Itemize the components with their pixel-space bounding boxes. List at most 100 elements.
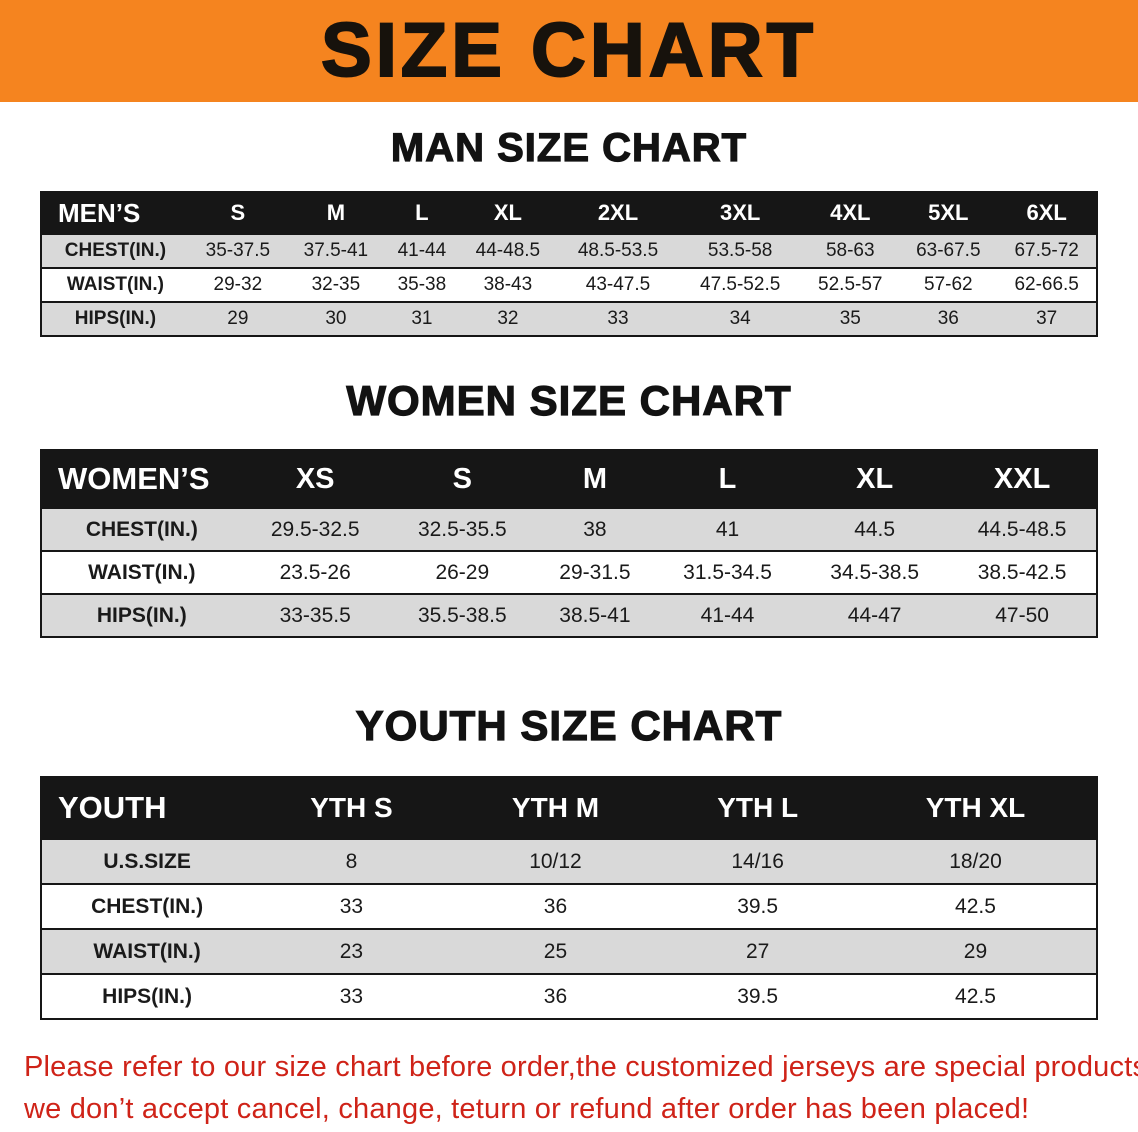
value-cell: 35-37.5 (205, 240, 271, 261)
row-label-cell: HIPS(IN.) (102, 984, 193, 1008)
disclaimer: Please refer to our size chart before or… (0, 1020, 1138, 1130)
value-cell: 35.5-38.5 (417, 603, 507, 627)
row-label-cell: WAIST(IN.) (88, 560, 196, 584)
value-cell: 35 (839, 308, 861, 329)
size-chart-content: MAN SIZE CHART MEN’S S M L XL 2XL 3XL 4XL 5XL 6XL… (0, 125, 1138, 1020)
value-cell: 39.5 (737, 984, 779, 1008)
value-cell: 33 (607, 308, 629, 329)
value-cell: 23 (339, 939, 364, 963)
value-cell: 32 (497, 308, 519, 329)
value-cell: 32.5-35.5 (417, 517, 507, 541)
women-size-section: WOMEN SIZE CHART WOMEN’S XS S M L XL XXL CHEST(… (0, 376, 1138, 638)
size-header-cell: YTH XL (854, 777, 1097, 839)
table-title-cell: YOUTH (41, 777, 253, 839)
value-cell: 38-43 (483, 274, 533, 295)
value-cell: 41-44 (700, 603, 755, 627)
table-header-row: MEN’S S M L XL 2XL 3XL 4XL 5XL 6XL (41, 192, 1097, 234)
men-size-table: MEN’S S M L XL 2XL 3XL 4XL 5XL 6XL CHEST(IN.) 35-37… (40, 191, 1098, 337)
row-label-cell: CHEST(IN.) (85, 517, 198, 541)
value-cell: 36 (543, 984, 568, 1008)
value-cell: 34.5-38.5 (830, 560, 920, 584)
value-cell: 41-44 (397, 240, 447, 261)
value-cell: 27 (745, 939, 770, 963)
size-header-cell: 2XL (556, 192, 680, 234)
size-header-cell: XL (801, 450, 949, 508)
disclaimer-line-2: we don’t accept cancel, change, teturn o… (24, 1093, 1030, 1126)
value-cell: 63-67.5 (916, 240, 981, 261)
table-row: U.S.SIZE 8 10/12 14/16 18/20 (41, 839, 1097, 884)
value-cell: 29-31.5 (559, 560, 631, 584)
size-header-cell: L (653, 450, 802, 508)
value-cell: 44-47 (847, 603, 902, 627)
size-header-cell: L (384, 192, 459, 234)
table-title-cell: MEN’S (41, 192, 189, 234)
value-cell: 42.5 (955, 984, 996, 1008)
value-cell: 33 (339, 984, 364, 1008)
value-cell: 29 (963, 939, 988, 963)
table-row: WAIST(IN.) 23 25 27 29 (41, 929, 1097, 974)
value-cell: 18/20 (949, 849, 1002, 873)
value-cell: 38 (583, 517, 607, 541)
value-cell: 31.5-34.5 (683, 560, 772, 584)
value-cell: 58-63 (825, 240, 875, 261)
value-cell: 10/12 (529, 849, 582, 873)
value-cell: 25 (543, 939, 568, 963)
value-cell: 36 (937, 308, 959, 329)
row-label-cell: CHEST(IN.) (64, 240, 167, 261)
youth-size-table: YOUTH YTH S YTH M YTH L YTH XL U.S.SIZE 8 10/12… (40, 776, 1098, 1020)
size-header-cell: 4XL (801, 192, 900, 234)
size-header-cell: XXL (948, 450, 1097, 508)
value-cell: 57-62 (924, 274, 973, 295)
value-cell: 42.5 (955, 894, 996, 918)
value-cell: 30 (325, 308, 347, 329)
table-row: CHEST(IN.) 35-37.5 37.5-41 41-44 44-48.5 48.5… (41, 234, 1097, 268)
youth-size-section: YOUTH SIZE CHART YOUTH YTH S YTH M YTH L YTH… (0, 701, 1138, 1020)
row-label-cell: WAIST(IN.) (93, 939, 201, 963)
table-row: HIPS(IN.) 33-35.5 35.5-38.5 38.5-41 41-44 44-… (41, 594, 1097, 637)
size-header-cell: XS (241, 450, 389, 508)
size-header-cell: 5XL (899, 192, 998, 234)
size-header-cell: 6XL (997, 192, 1097, 234)
row-label-cell: HIPS(IN.) (74, 308, 157, 329)
table-header-row: WOMEN’S XS S M L XL XXL (41, 450, 1097, 508)
table-row: WAIST(IN.) 29-32 32-35 35-38 38-43 43-47.5 47.… (41, 268, 1097, 302)
table-row: HIPS(IN.) 29 30 31 32 33 34 35 36 37 (41, 302, 1097, 336)
value-cell: 29 (227, 308, 249, 329)
banner: SIZE CHART (0, 0, 1138, 102)
size-header-cell: 3XL (679, 192, 802, 234)
value-cell: 34 (729, 308, 751, 329)
value-cell: 8 (345, 849, 358, 873)
value-cell: 38.5-42.5 (977, 560, 1067, 584)
row-label-cell: WAIST(IN.) (66, 274, 164, 295)
value-cell: 32-35 (311, 274, 361, 295)
row-label-cell: CHEST(IN.) (91, 894, 204, 918)
size-header-cell: M (535, 450, 654, 508)
value-cell: 48.5-53.5 (577, 240, 659, 261)
value-cell: 33 (339, 894, 364, 918)
value-cell: 67.5-72 (1014, 240, 1079, 261)
row-label-cell: HIPS(IN.) (96, 603, 187, 627)
value-cell: 52.5-57 (818, 274, 883, 295)
table-row: CHEST(IN.) 29.5-32.5 32.5-35.5 38 41 44.5 44.5… (41, 508, 1097, 551)
table-row: CHEST(IN.) 33 36 39.5 42.5 (41, 884, 1097, 929)
value-cell: 35-38 (397, 274, 447, 295)
size-header-cell: YTH L (660, 777, 855, 839)
men-size-section: MAN SIZE CHART MEN’S S M L XL 2XL 3XL 4XL 5XL 6XL… (0, 125, 1138, 337)
value-cell: 53.5-58 (707, 240, 773, 261)
value-cell: 29.5-32.5 (270, 517, 360, 541)
table-row: HIPS(IN.) 33 36 39.5 42.5 (41, 974, 1097, 1019)
value-cell: 31 (411, 308, 433, 329)
value-cell: 47-50 (995, 603, 1049, 627)
value-cell: 29-32 (213, 274, 263, 295)
value-cell: 33-35.5 (279, 603, 351, 627)
youth-section-heading: YOUTH SIZE CHART (355, 701, 783, 749)
table-row: WAIST(IN.) 23.5-26 26-29 29-31.5 31.5-34.5 34… (41, 551, 1097, 594)
women-section-heading: WOMEN SIZE CHART (346, 376, 792, 424)
value-cell: 37.5-41 (303, 240, 369, 261)
table-title-cell: WOMEN’S (41, 450, 242, 508)
women-size-table: WOMEN’S XS S M L XL XXL CHEST(IN.) 29.5-32.5 32.5… (40, 449, 1098, 638)
value-cell: 26-29 (435, 560, 490, 584)
size-header-cell: M (286, 192, 385, 234)
size-header-cell: YTH M (450, 777, 661, 839)
value-cell: 41 (715, 517, 740, 541)
